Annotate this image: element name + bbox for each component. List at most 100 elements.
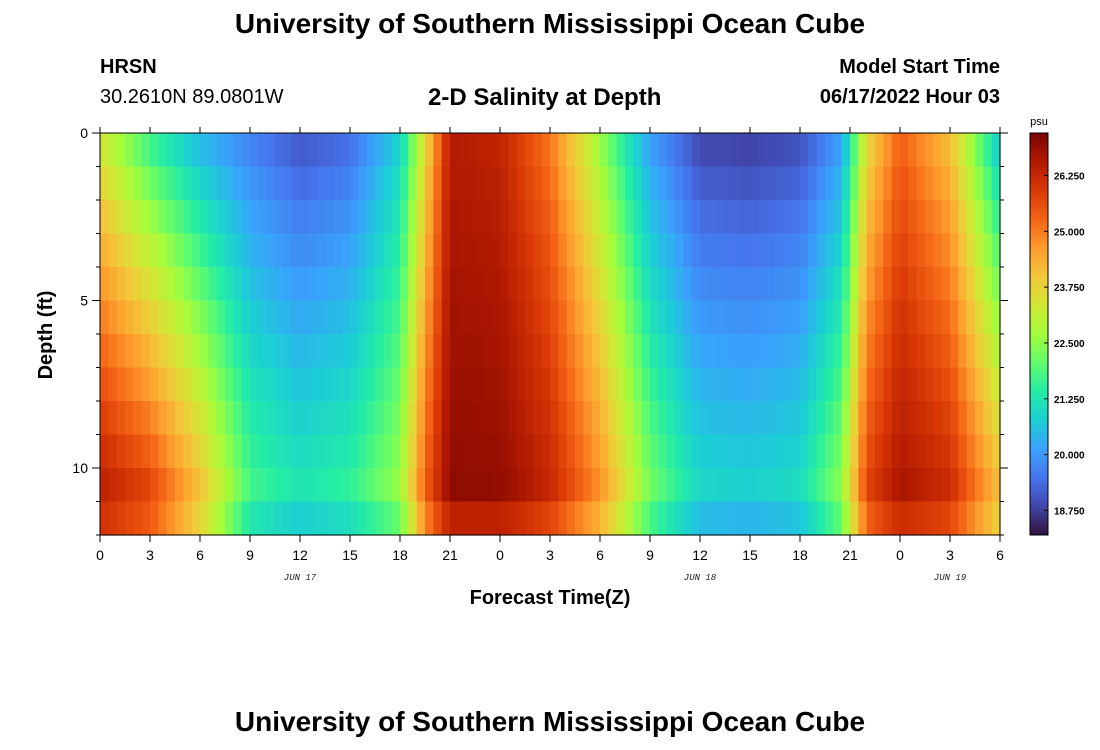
heatmap-cell xyxy=(116,367,126,402)
x-tick-label: 12 xyxy=(692,547,708,563)
heatmap-cell xyxy=(408,434,418,469)
heatmap-cell xyxy=(808,468,818,503)
heatmap-cell xyxy=(458,401,468,436)
heatmap-cell xyxy=(591,434,601,469)
heatmap-cell xyxy=(950,233,959,268)
heatmap-cell xyxy=(766,133,776,168)
heatmap-cell xyxy=(816,468,826,503)
heatmap-cell xyxy=(316,401,326,436)
heatmap-cell xyxy=(950,300,959,335)
heatmap-cell xyxy=(108,401,118,436)
heatmap-cell xyxy=(208,501,218,536)
heatmap-cell xyxy=(375,233,384,268)
heatmap-cell xyxy=(241,267,251,302)
heatmap-cell xyxy=(616,233,626,268)
heatmap-cell xyxy=(733,401,743,436)
heatmap-cell xyxy=(416,434,426,469)
colorbar-tick-label: 21.250 xyxy=(1054,395,1085,406)
heatmap-cell xyxy=(300,501,309,536)
heatmap-cell xyxy=(375,468,384,503)
heatmap-cell xyxy=(658,434,668,469)
heatmap-cell xyxy=(216,468,226,503)
heatmap-cell xyxy=(358,267,368,302)
heatmap-cell xyxy=(266,501,276,536)
heatmap-cell xyxy=(833,300,843,335)
heatmap-cell xyxy=(283,267,293,302)
heatmap-cell xyxy=(308,367,318,402)
heatmap-cell xyxy=(908,300,918,335)
heatmap-cell xyxy=(675,367,684,402)
heatmap-cell xyxy=(141,367,151,402)
heatmap-cell xyxy=(458,267,468,302)
heatmap-cell xyxy=(641,434,651,469)
heatmap-cell xyxy=(583,200,593,235)
heatmap-cell xyxy=(241,334,251,369)
heatmap-cell xyxy=(591,200,601,235)
heatmap-cell xyxy=(566,401,576,436)
heatmap-cell xyxy=(375,166,384,201)
heatmap-cell xyxy=(600,501,609,536)
heatmap-cell xyxy=(200,334,209,369)
heatmap-cell xyxy=(108,267,118,302)
heatmap-cell xyxy=(950,434,959,469)
heatmap-cell xyxy=(158,166,168,201)
heatmap-cell xyxy=(641,300,651,335)
heatmap-cell xyxy=(641,233,651,268)
heatmap-cell xyxy=(908,233,918,268)
heatmap-cell xyxy=(975,300,984,335)
heatmap-cell xyxy=(383,434,393,469)
heatmap-cell xyxy=(391,300,401,335)
heatmap-cell xyxy=(216,300,226,335)
heatmap-cell xyxy=(166,434,176,469)
page-title: University of Southern Mississippi Ocean… xyxy=(234,8,866,39)
heatmap-cell xyxy=(416,233,426,268)
heatmap-cell xyxy=(625,267,634,302)
heatmap-cell xyxy=(775,501,784,536)
heatmap-cell xyxy=(958,434,968,469)
heatmap-cell xyxy=(541,133,551,168)
heatmap-cell xyxy=(175,133,184,168)
heatmap-cell xyxy=(416,300,426,335)
heatmap-cell xyxy=(391,367,401,402)
heatmap-cell xyxy=(958,166,968,201)
heatmap-cell xyxy=(750,166,759,201)
heatmap-cell xyxy=(283,434,293,469)
y-axis-title: Depth (ft) xyxy=(35,291,57,380)
heatmap-cell xyxy=(550,334,559,369)
heatmap-cell xyxy=(408,300,418,335)
heatmap-cell xyxy=(641,468,651,503)
heatmap-cell xyxy=(516,233,526,268)
heatmap-cell xyxy=(675,434,684,469)
heatmap-cell xyxy=(491,200,501,235)
heatmap-cell xyxy=(575,233,584,268)
heatmap-cell xyxy=(900,267,909,302)
heatmap-cell xyxy=(858,133,868,168)
heatmap-cell xyxy=(525,501,534,536)
heatmap-cell xyxy=(758,133,768,168)
heatmap-cell xyxy=(850,401,859,436)
heatmap-cell xyxy=(816,401,826,436)
heatmap-cell xyxy=(958,233,968,268)
heatmap-cell xyxy=(533,367,543,402)
heatmap-cell xyxy=(458,434,468,469)
heatmap-cell xyxy=(950,133,959,168)
heatmap-cell xyxy=(608,267,618,302)
heatmap-cell xyxy=(516,334,526,369)
heatmap-cell xyxy=(133,300,143,335)
heatmap-cell xyxy=(933,166,943,201)
heatmap-cell xyxy=(766,367,776,402)
heatmap-cell xyxy=(166,401,176,436)
heatmap-cell xyxy=(858,200,868,235)
heatmap-cell xyxy=(841,233,851,268)
heatmap-cell xyxy=(758,233,768,268)
heatmap-cell xyxy=(808,300,818,335)
heatmap-cell xyxy=(108,166,118,201)
heatmap-cell xyxy=(366,267,376,302)
heatmap-cell xyxy=(108,501,118,536)
heatmap-cells xyxy=(100,133,1001,536)
heatmap-cell xyxy=(991,233,1001,268)
heatmap-cell xyxy=(325,267,334,302)
heatmap-cell xyxy=(633,300,643,335)
heatmap-cell xyxy=(133,233,143,268)
heatmap-cell xyxy=(566,367,576,402)
